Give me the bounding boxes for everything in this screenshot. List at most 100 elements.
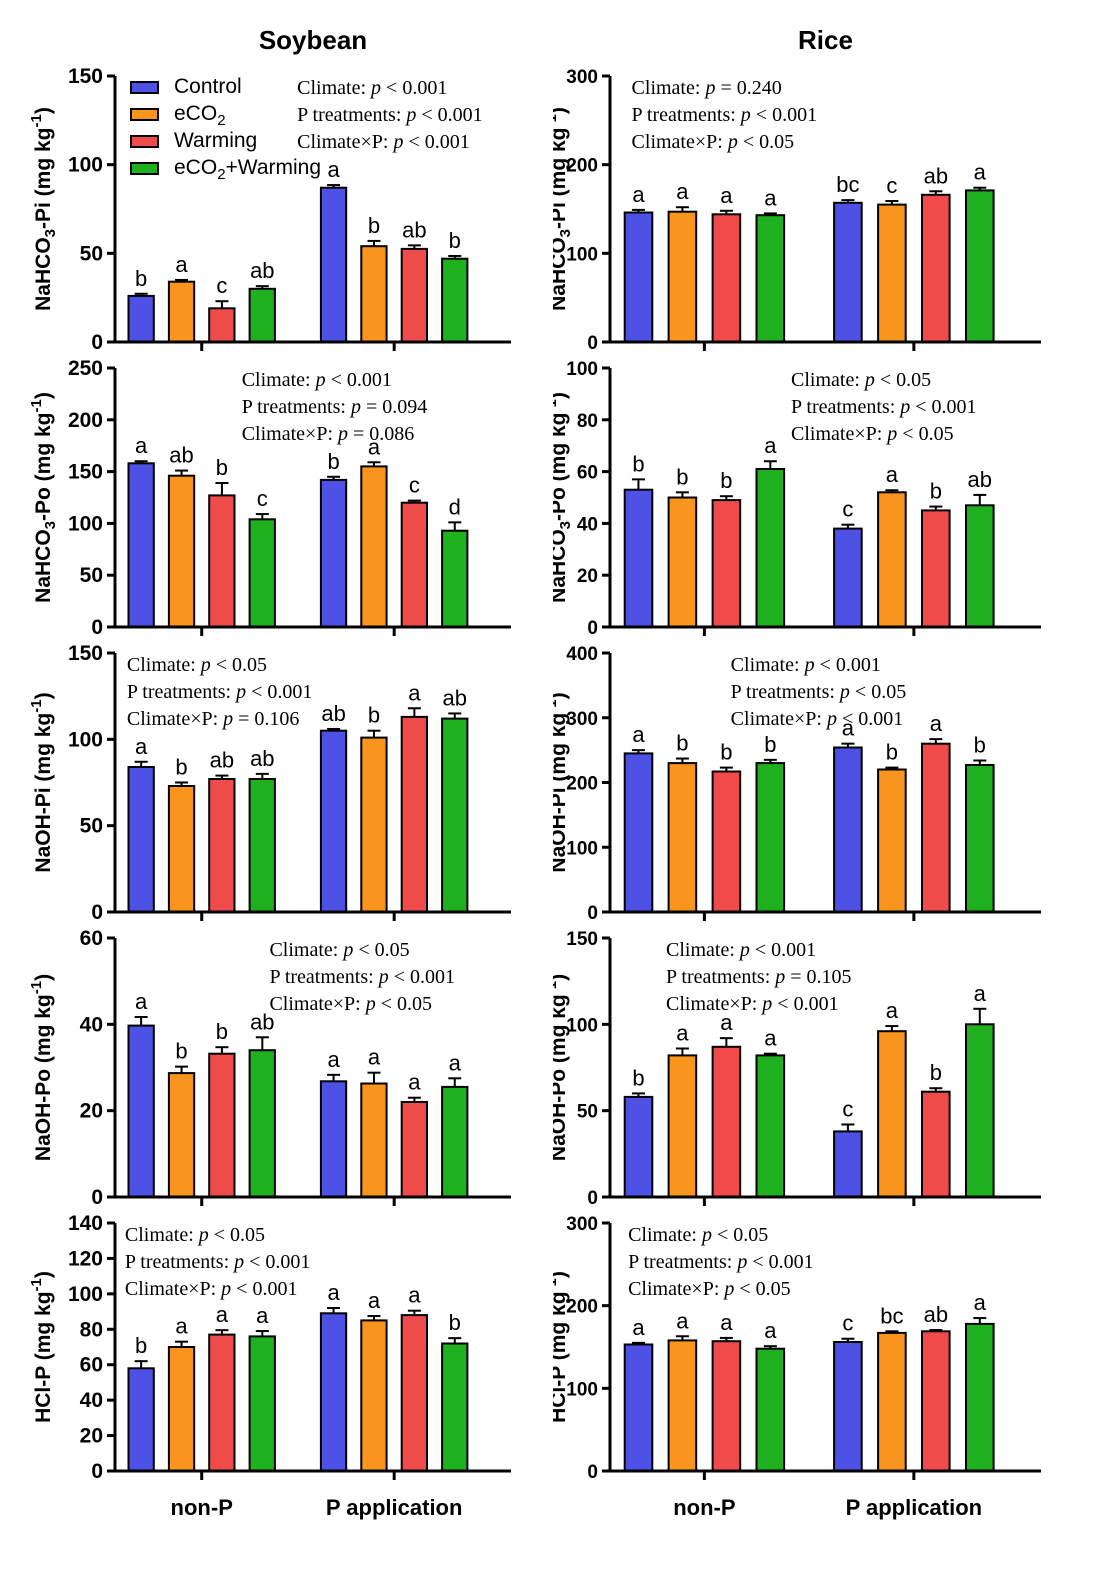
y-tick-label: 200 bbox=[566, 156, 598, 177]
y-tick-label: 150 bbox=[68, 461, 103, 484]
x-category-label: P application bbox=[846, 1495, 983, 1520]
y-tick-label: 0 bbox=[587, 618, 598, 639]
sig-letter: a bbox=[408, 1070, 421, 1095]
figure-header: Soybean Rice bbox=[0, 0, 1106, 56]
sig-letter: a bbox=[720, 1310, 733, 1335]
sig-letter: a bbox=[764, 185, 777, 210]
sig-letter: a bbox=[764, 1026, 777, 1051]
stats-line: Climate×P: p < 0.05 bbox=[791, 423, 954, 445]
stats-line: Climate×P: p < 0.001 bbox=[297, 131, 470, 153]
bar-eCO2+Warming-non-P bbox=[248, 778, 276, 913]
y-tick-label: 0 bbox=[587, 903, 598, 924]
sig-letter: a bbox=[930, 711, 943, 736]
y-tick-label: 40 bbox=[577, 514, 598, 535]
bar-Warming-non-P bbox=[711, 213, 742, 343]
legend-label-eCO2+Warming: eCO2+Warming bbox=[174, 156, 321, 183]
sig-letter: a bbox=[327, 1280, 340, 1305]
sig-letter: bc bbox=[836, 172, 859, 197]
stats-line: Climate: p < 0.05 bbox=[125, 1224, 265, 1246]
y-tick-label: 150 bbox=[68, 642, 103, 665]
bar-Control-P application bbox=[319, 186, 348, 343]
y-tick-label: 0 bbox=[91, 1460, 103, 1483]
y-axis-title: NaOH-Pi (mg kg-1) bbox=[28, 692, 55, 872]
sig-letter: a bbox=[676, 179, 689, 204]
stats-line: P treatments: p < 0.001 bbox=[628, 1251, 814, 1273]
column-title-soybean: Soybean bbox=[258, 25, 368, 55]
y-tick-label: 200 bbox=[566, 774, 598, 795]
bar-eCO2+Warming-P application bbox=[965, 1322, 995, 1473]
sig-letter: a bbox=[886, 998, 899, 1023]
legend-swatch-Control bbox=[130, 81, 159, 94]
bar-eCO2-P application bbox=[360, 1082, 388, 1198]
bar-Control-P application bbox=[319, 729, 348, 913]
stats-line: Climate×P: p = 0.106 bbox=[127, 708, 300, 730]
legend-label-Control: Control bbox=[174, 75, 242, 98]
sig-letter: ab bbox=[968, 467, 992, 492]
sig-letter: b bbox=[886, 740, 898, 765]
y-tick-label: 0 bbox=[91, 1186, 103, 1209]
bar-Control-non-P bbox=[127, 294, 155, 343]
sig-letter: b bbox=[368, 213, 380, 238]
stats-line: P treatments: p < 0.001 bbox=[791, 396, 977, 418]
sig-letter: b bbox=[930, 479, 942, 504]
y-tick-label: 0 bbox=[587, 333, 598, 354]
stats-line: Climate×P: p = 0.086 bbox=[242, 423, 415, 445]
sig-letter: ab bbox=[250, 1009, 274, 1034]
sig-letter: ab bbox=[924, 1302, 948, 1327]
sig-letter: a bbox=[842, 716, 855, 741]
bar-Warming-non-P bbox=[208, 778, 236, 913]
bar-Warming-P application bbox=[921, 1090, 951, 1198]
bar-Warming-P application bbox=[400, 715, 429, 914]
stats-line: P treatments: p < 0.001 bbox=[269, 966, 455, 988]
stats-line: Climate: p < 0.001 bbox=[242, 369, 392, 391]
stats-line: P treatments: p < 0.05 bbox=[731, 681, 907, 703]
y-tick-label: 150 bbox=[68, 65, 103, 88]
y-tick-label: 100 bbox=[68, 512, 103, 535]
bar-eCO2-non-P bbox=[667, 762, 698, 913]
bar-eCO2+Warming-non-P bbox=[755, 1054, 786, 1198]
sig-letter: a bbox=[632, 182, 645, 207]
bar-Control-non-P bbox=[127, 1367, 155, 1472]
sig-letter: b bbox=[676, 731, 688, 756]
bar-Warming-non-P bbox=[711, 1340, 742, 1472]
y-axis-title: NaOH-Po (mg kg-1) bbox=[553, 974, 570, 1161]
bar-eCO2+Warming-non-P bbox=[755, 214, 786, 343]
x-category-label: P application bbox=[326, 1495, 463, 1520]
bar-eCO2-non-P bbox=[667, 1054, 698, 1198]
y-tick-label: 0 bbox=[91, 331, 103, 354]
sig-letter: b bbox=[216, 1019, 228, 1044]
sig-letter: a bbox=[327, 157, 340, 182]
sig-letter: a bbox=[135, 734, 148, 759]
bar-eCO2+Warming-non-P bbox=[248, 1049, 276, 1198]
y-tick-label: 50 bbox=[80, 815, 103, 838]
bar-eCO2+Warming-P application bbox=[965, 189, 995, 343]
bar-eCO2+Warming-P application bbox=[965, 764, 995, 913]
y-tick-label: 300 bbox=[566, 67, 598, 88]
sig-letter: ab bbox=[443, 685, 467, 710]
stats-line: P treatments: p = 0.094 bbox=[242, 396, 428, 418]
sig-letter: a bbox=[368, 434, 381, 459]
bar-eCO2-non-P bbox=[167, 280, 196, 343]
bar-Control-P application bbox=[319, 1312, 348, 1472]
sig-letter: c bbox=[842, 497, 853, 522]
y-tick-label: 100 bbox=[566, 838, 598, 859]
y-axis-title: NaHCO3-Po (mg kg-1) bbox=[28, 392, 59, 603]
bar-Warming-P application bbox=[921, 742, 951, 913]
sig-letter: c bbox=[216, 273, 227, 298]
stats-line: Climate×P: p < 0.05 bbox=[628, 1278, 791, 1300]
bar-eCO2+Warming-P application bbox=[441, 529, 469, 628]
y-axis-title: NaHCO3-Pi (mg kg-1) bbox=[553, 107, 574, 311]
y-tick-label: 100 bbox=[68, 1283, 103, 1306]
bar-eCO2-non-P bbox=[167, 785, 196, 913]
bar-eCO2+Warming-P application bbox=[441, 1342, 469, 1472]
stats-line: Climate: p < 0.05 bbox=[628, 1224, 768, 1246]
sig-letter: a bbox=[764, 1318, 777, 1343]
y-tick-label: 100 bbox=[566, 1015, 598, 1036]
bar-Control-P application bbox=[319, 1080, 348, 1198]
y-tick-label: 50 bbox=[80, 242, 103, 265]
stats-line: P treatments: p < 0.001 bbox=[125, 1251, 311, 1273]
sig-letter: b bbox=[327, 449, 339, 474]
panel-soybean-hcl-p: b a a a a a a b 0 20 40 60 80 100 120 140 non-P P applica… bbox=[28, 1212, 511, 1520]
